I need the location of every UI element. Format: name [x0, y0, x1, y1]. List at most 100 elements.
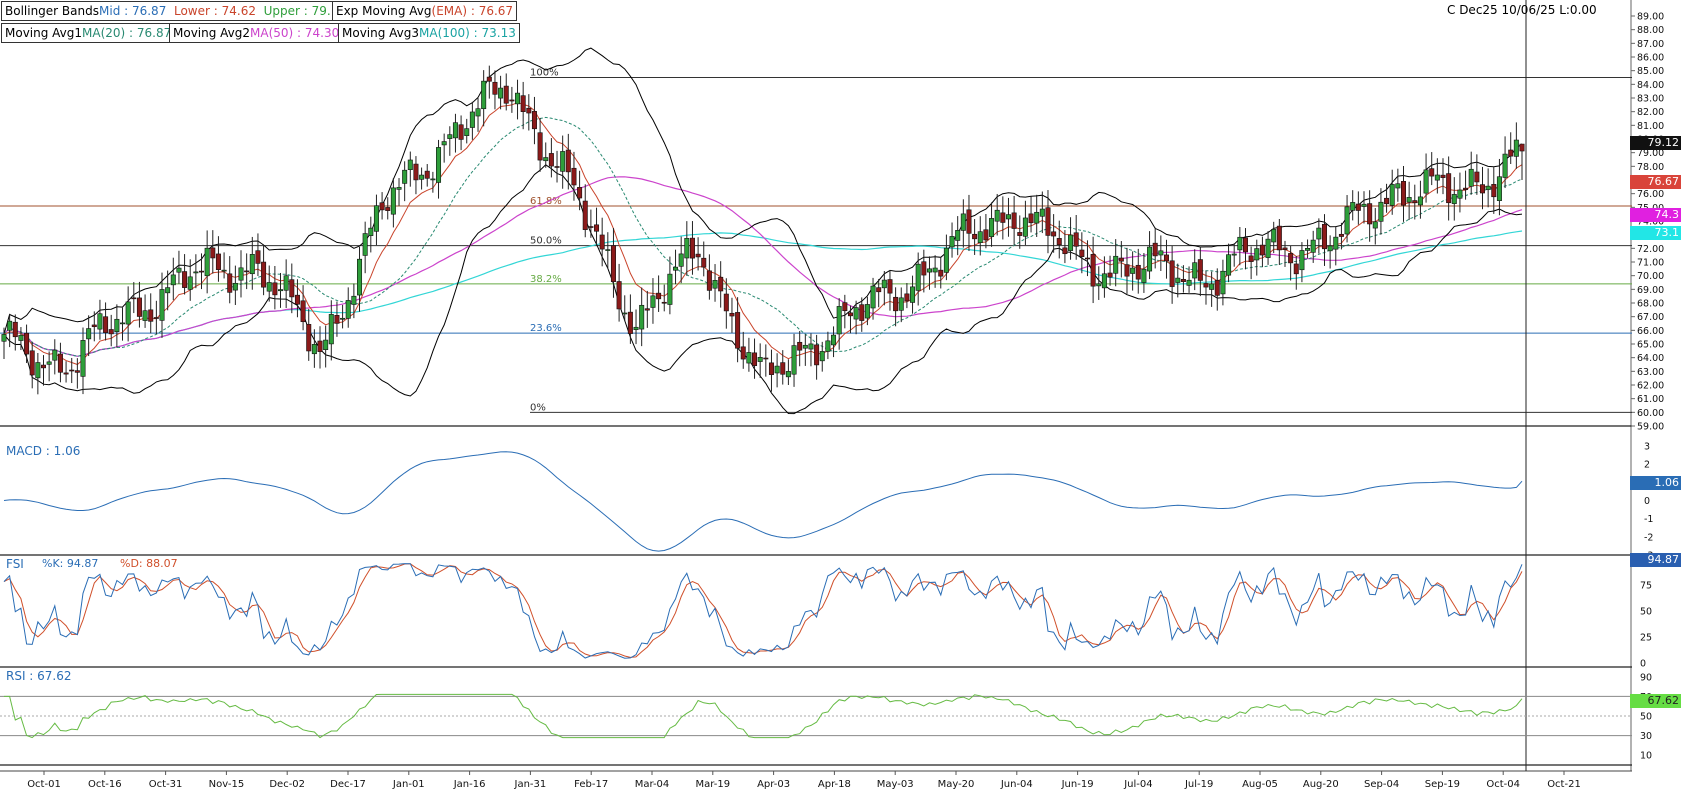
rsi-label: RSI : 67.62: [6, 669, 72, 683]
candle-body: [1333, 236, 1339, 250]
candle-body: [1496, 176, 1502, 201]
candle-body: [808, 343, 814, 350]
candle-body: [1384, 197, 1390, 205]
candle-body: [1338, 233, 1344, 237]
candle-body: [1406, 197, 1412, 203]
candle-body: [18, 334, 24, 341]
candle-body: [1344, 206, 1350, 235]
candle-body: [1293, 263, 1299, 275]
ma3-legend-name: Moving Avg3: [342, 26, 420, 40]
candle-body: [447, 134, 453, 139]
candle-body: [204, 247, 210, 277]
candle-body: [695, 253, 701, 258]
candle-body: [187, 276, 193, 290]
candle-body: [244, 270, 250, 273]
macd-tag: 1.06: [1630, 476, 1681, 490]
candle-body: [232, 282, 238, 291]
candle-body: [1011, 212, 1017, 229]
price-tick-label: 62.00: [1637, 381, 1664, 392]
bollinger-legend[interactable]: Bollinger BandsMid : 76.87 Lower : 74.62…: [1, 1, 350, 21]
price-tick-label: 87.00: [1637, 39, 1664, 50]
ma1-legend[interactable]: Moving Avg1MA(20) : 76.87: [1, 23, 176, 43]
candle-body: [1220, 270, 1226, 295]
candle-body: [1186, 279, 1192, 286]
candle-body: [458, 124, 464, 140]
candle-body: [565, 149, 571, 173]
candle-body: [334, 315, 340, 324]
candle-body: [1434, 174, 1440, 181]
candle-body: [622, 312, 628, 315]
ma100-tag: 73.1: [1630, 226, 1681, 240]
candle-body: [1197, 259, 1203, 281]
candle-body: [452, 122, 458, 139]
candle-body: [1039, 208, 1045, 217]
candle-body: [1468, 168, 1474, 187]
bollinger-lower: Lower : 74.62: [173, 4, 256, 18]
candle-body: [972, 233, 978, 240]
candle-body: [526, 107, 532, 114]
candle-body: [1513, 139, 1519, 157]
candle-body: [1209, 283, 1215, 290]
candle-body: [1446, 173, 1452, 204]
candle-body: [1045, 207, 1051, 236]
candle-body: [24, 332, 30, 355]
candle-body: [120, 322, 126, 325]
candle-body: [1282, 247, 1288, 250]
ema-legend-value: (EMA) : 76.67: [431, 4, 514, 18]
candle-body: [12, 321, 18, 338]
macd-tick-label: 2: [1644, 460, 1650, 471]
candle-body: [853, 307, 859, 320]
rsi-tick-label: 90: [1640, 672, 1652, 683]
candle-body: [701, 257, 707, 268]
fsi-k-label: %K: 94.87: [42, 557, 99, 570]
candle-body: [97, 313, 103, 330]
candle-body: [91, 324, 97, 328]
candle-body: [469, 111, 475, 128]
candle-body: [215, 253, 221, 270]
candle-body: [785, 371, 791, 378]
price-tick-label: 63.00: [1637, 367, 1664, 378]
ma2-legend[interactable]: Moving Avg2MA(50) : 74.30: [169, 23, 344, 43]
price-tick-label: 81.00: [1637, 121, 1664, 132]
candle-body: [1163, 254, 1169, 262]
candle-body: [1479, 184, 1485, 194]
candle-body: [1372, 221, 1378, 229]
candle-body: [943, 247, 949, 273]
candle-body: [825, 340, 831, 352]
candle-body: [1355, 203, 1361, 211]
candle-body: [413, 163, 419, 181]
candle-body: [926, 268, 932, 273]
ema-legend[interactable]: Exp Moving Avg(EMA) : 76.67: [332, 1, 518, 21]
price-tick-label: 85.00: [1637, 66, 1664, 77]
candle-body: [1395, 183, 1401, 189]
ma3-legend[interactable]: Moving Avg3MA(100) : 73.13: [338, 23, 520, 43]
candle-body: [780, 362, 786, 375]
x-tick-label: Oct-21: [1547, 779, 1581, 790]
candle-body: [1017, 232, 1023, 236]
fsi-d-label: %D: 88.07: [120, 557, 178, 570]
candle-body: [311, 344, 317, 355]
candle-body: [1299, 250, 1305, 271]
candle-body: [898, 297, 904, 311]
candle-body: [1242, 237, 1248, 253]
macd-tick-label: -2: [1644, 532, 1653, 543]
candle-body: [1474, 171, 1480, 183]
x-tick-label: May-20: [938, 779, 975, 790]
price-tick-label: 68.00: [1637, 299, 1664, 310]
candle-body: [938, 269, 944, 277]
candle-body: [1, 334, 7, 342]
candle-body: [1485, 185, 1491, 190]
candle-body: [1084, 257, 1090, 260]
candle-body: [847, 312, 853, 317]
candle-body: [893, 296, 899, 312]
price-tick-label: 74.00: [1637, 217, 1664, 228]
candle-body: [1000, 212, 1006, 223]
macd-tick-label: 3: [1644, 442, 1650, 453]
fsi-d-line: [3, 563, 1523, 658]
ma50-tag: 74.3: [1630, 208, 1681, 222]
candle-body: [723, 293, 729, 312]
x-tick-label: Dec-02: [269, 779, 305, 790]
candle-body: [1259, 244, 1265, 256]
